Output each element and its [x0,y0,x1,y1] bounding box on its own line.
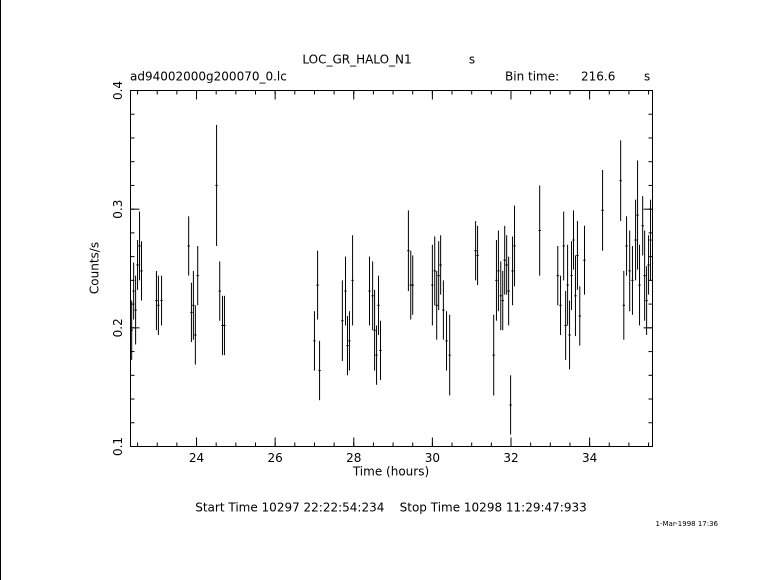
y-tick-label: 0.4 [111,81,125,100]
x-axis-label: Time (hours) [352,465,429,479]
x-tick-label: 28 [346,451,361,465]
bin-time-label: Bin time: [505,70,559,84]
footer: Start Time 10297 22:22:54:234 Stop Time … [195,501,587,515]
y-axis-label: Counts/s [88,242,102,294]
x-tick-label: 32 [503,451,518,465]
chart-title: LOC_GR_HALO_N1 [302,53,411,67]
x-tick-label: 30 [425,451,440,465]
y-tick-label: 0.1 [111,437,125,456]
bin-time-unit: s [644,70,650,84]
bin-time: 216.6 [581,70,615,84]
y-tick-label: 0.2 [111,318,125,337]
x-tick-label: 34 [582,451,597,465]
file-name: ad94002000g200070_0.lc [130,70,287,84]
y-tick-label: 0.3 [111,200,125,219]
timestamp: 1-Mar-1998 17:36 [656,520,719,528]
x-tick-label: 26 [268,451,283,465]
title-unit: s [469,53,475,67]
plot-frame [130,90,653,447]
x-tick-label: 24 [189,451,204,465]
